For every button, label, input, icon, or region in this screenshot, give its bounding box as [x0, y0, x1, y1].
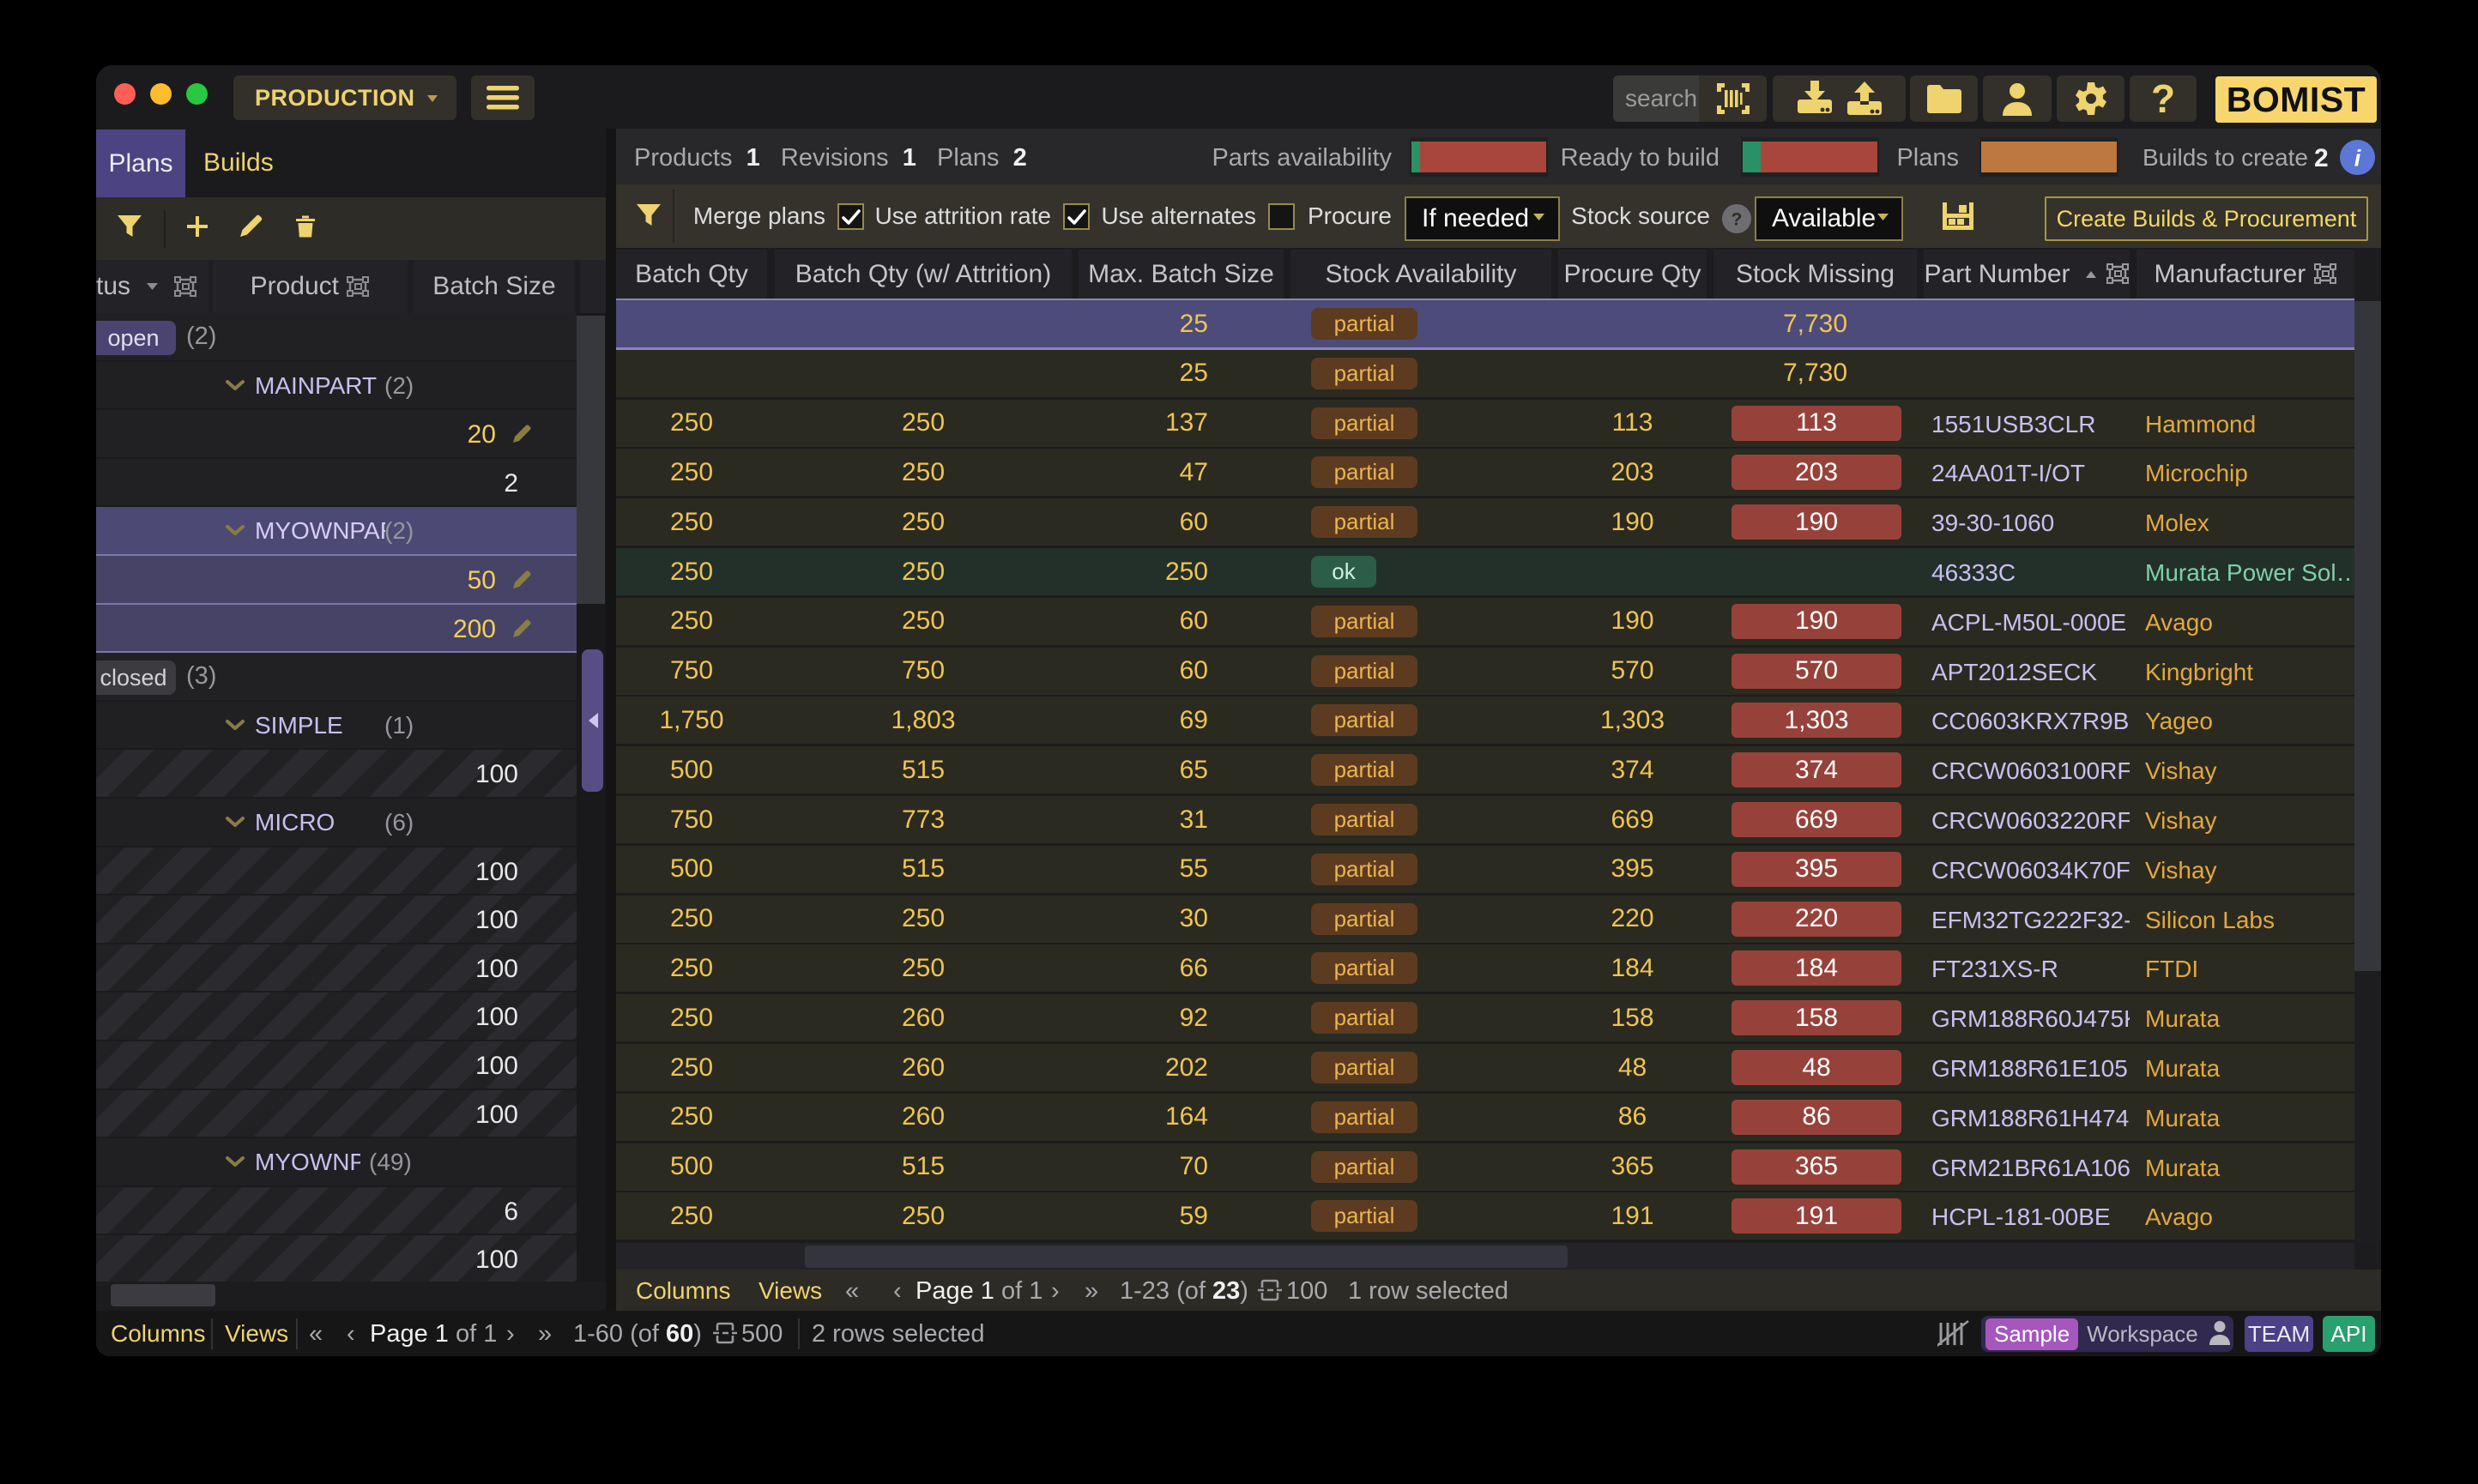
svg-text:i: i [2354, 145, 2361, 171]
svg-text:?: ? [1732, 209, 1743, 229]
